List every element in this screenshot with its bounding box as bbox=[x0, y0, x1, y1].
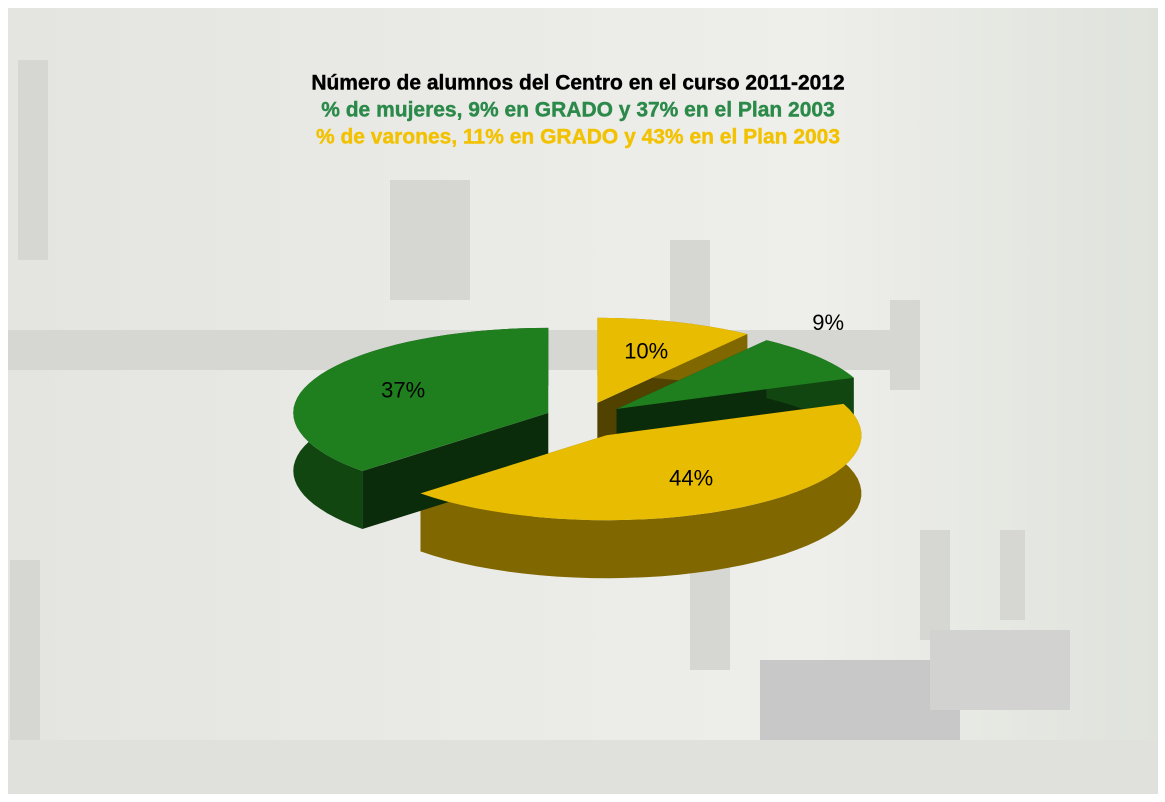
slice-wall bbox=[362, 412, 549, 530]
slice bbox=[616, 340, 854, 409]
slice-side bbox=[420, 403, 862, 579]
data-label: 9% bbox=[812, 310, 844, 335]
data-label: 37% bbox=[381, 378, 425, 403]
data-label: 10% bbox=[624, 339, 668, 364]
slice bbox=[293, 327, 549, 471]
chart-title: Número de alumnos del Centro en el curso… bbox=[311, 72, 844, 95]
data-label: 44% bbox=[669, 466, 713, 491]
slice bbox=[420, 403, 862, 521]
slice bbox=[597, 317, 748, 403]
chart-subtitle: % de mujeres, 9% en GRADO y 37% en el Pl… bbox=[321, 99, 835, 122]
chart-subtitle: % de varones, 11% en GRADO y 43% en el P… bbox=[316, 126, 840, 149]
